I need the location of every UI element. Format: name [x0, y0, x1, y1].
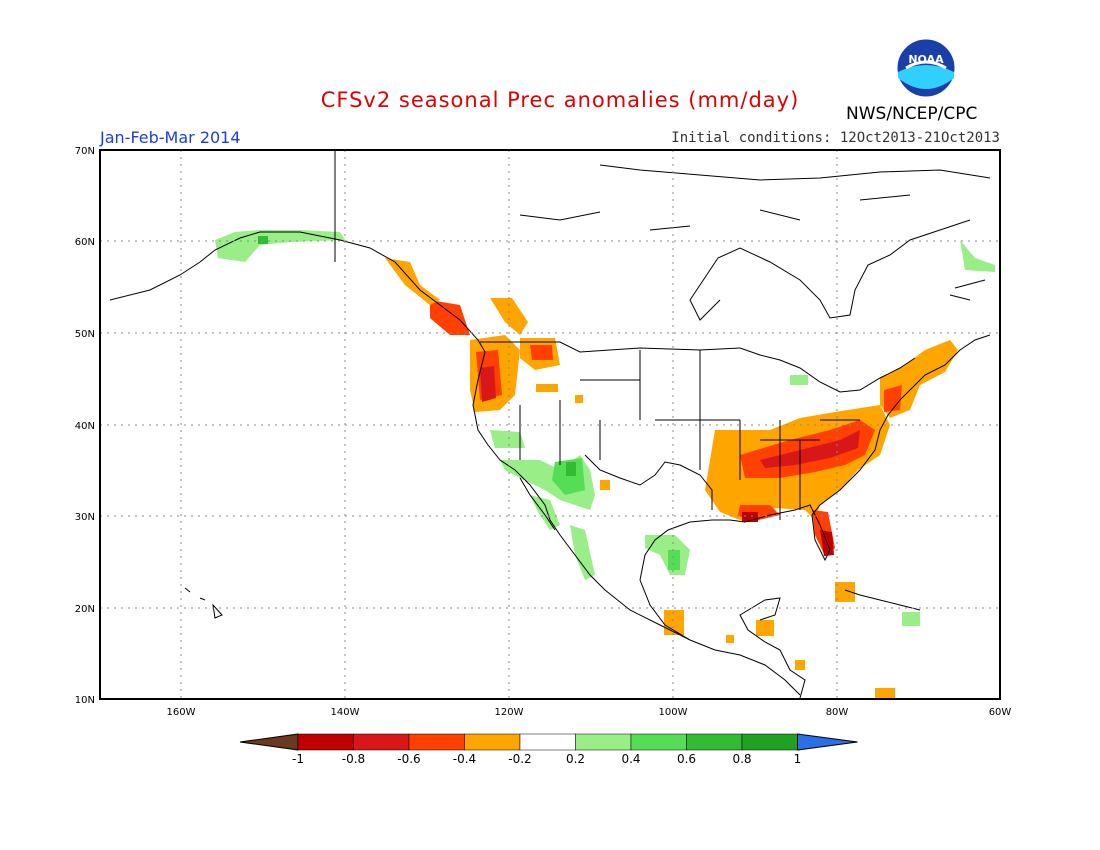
colorbar-arrow-low: [239, 733, 299, 751]
lon-label-140w: 140W: [331, 707, 360, 718]
lon-label-120w: 120W: [495, 707, 524, 718]
colorbar-swatch: [630, 733, 687, 751]
anomaly-southern-alaska: [215, 230, 345, 262]
agency-label: NWS/NCEP/CPC: [846, 104, 978, 124]
logo-text: NOAA: [908, 53, 944, 66]
lat-label-10n: 10N: [75, 695, 95, 706]
colorbar-swatch: [408, 733, 465, 751]
colorbar-swatch: [519, 733, 576, 751]
lon-label-160w: 160W: [167, 707, 196, 718]
lat-label-20n: 20N: [75, 604, 95, 615]
lat-label-60n: 60N: [75, 237, 95, 248]
lat-label-70n: 70N: [75, 146, 95, 157]
colorbar-tick-label: 0.4: [621, 752, 640, 766]
lat-label-30n: 30N: [75, 512, 95, 523]
lon-label-100w: 100W: [659, 707, 688, 718]
lon-label-80w: 80W: [826, 707, 849, 718]
anomaly-shading: [215, 230, 995, 698]
initial-conditions-label: Initial conditions: 12Oct2013-21Oct2013: [671, 130, 1000, 146]
colorbar-swatch: [297, 733, 354, 751]
colorbar-tick-label: -0.8: [342, 752, 365, 766]
colorbar-swatch: [575, 733, 632, 751]
colorbar-tick-label: -0.4: [453, 752, 476, 766]
colorbar-swatch: [353, 733, 410, 751]
map-title: CFSv2 seasonal Prec anomalies (mm/day): [320, 88, 800, 112]
season-label: Jan-Feb-Mar 2014: [100, 128, 241, 147]
colorbar-tick-label: -0.6: [397, 752, 420, 766]
coastlines: [109, 150, 991, 699]
colorbar-tick-label: -1: [292, 752, 304, 766]
colorbar-tick-label: 0.2: [566, 752, 585, 766]
colorbar-swatch: [741, 733, 798, 751]
colorbar-tick-label: 1: [794, 752, 802, 766]
colorbar-tick-label: 0.8: [732, 752, 751, 766]
colorbar-arrow-high: [797, 733, 858, 751]
colorbar-tick-label: -0.2: [508, 752, 531, 766]
graticule: [100, 150, 1000, 699]
lat-label-50n: 50N: [75, 329, 95, 340]
colorbar-swatch: [686, 733, 743, 751]
lon-label-60w: 60W: [989, 707, 1012, 718]
colorbar-tick-label: 0.6: [677, 752, 696, 766]
colorbar-swatch: [464, 733, 521, 751]
noaa-logo: NOAA: [896, 38, 956, 98]
colorbar: -1 -0.8 -0.6 -0.4 -0.2 0.2 0.4 0.6 0.8 1: [239, 733, 858, 766]
lat-label-40n: 40N: [75, 421, 95, 432]
